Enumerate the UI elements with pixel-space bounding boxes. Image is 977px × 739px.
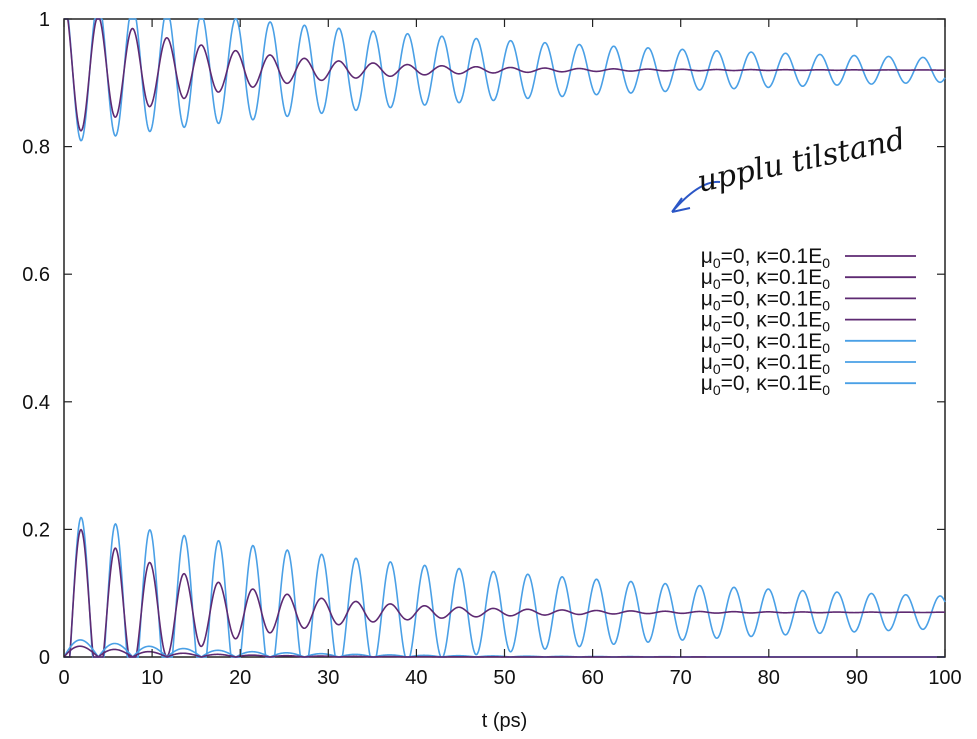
series-line-lower <box>64 516 946 658</box>
y-tick-label: 0.2 <box>22 519 50 541</box>
x-tick-label: 30 <box>317 667 339 689</box>
y-tick-label: 0.6 <box>22 264 50 286</box>
legend-label: μ0=0, κ=0.1E0 <box>701 287 830 313</box>
legend-entry: μ0=0, κ=0.1E0 <box>701 351 916 377</box>
legend-entry: μ0=0, κ=0.1E0 <box>701 287 916 313</box>
x-tick-label: 70 <box>670 667 692 689</box>
legend-label: μ0=0, κ=0.1E0 <box>701 351 830 377</box>
handwritten-annotation: upplu tilstand <box>671 122 908 213</box>
series-layer <box>63 18 946 658</box>
y-tick-labels: 0 0.2 0.4 0.6 0.8 1 <box>22 9 50 669</box>
annotation-text: upplu tilstand <box>694 122 908 200</box>
series-line-lower <box>64 528 946 658</box>
x-axis-label: t (ps) <box>482 710 528 732</box>
x-tick-label: 80 <box>758 667 780 689</box>
ticks-layer <box>63 18 946 658</box>
legend-entry: μ0=0, κ=0.1E0 <box>701 330 916 356</box>
legend-label: μ0=0, κ=0.1E0 <box>701 330 830 356</box>
y-tick-label: 1 <box>39 9 50 31</box>
x-tick-label: 50 <box>493 667 515 689</box>
y-tick-label: 0.4 <box>22 392 50 414</box>
y-tick-label: 0.8 <box>22 137 50 159</box>
legend-entry: μ0=0, κ=0.1E0 <box>701 266 916 292</box>
x-tick-labels: 0 10 20 30 40 50 60 70 80 90 100 <box>58 667 961 689</box>
legend-entry: μ0=0, κ=0.1E0 <box>701 309 916 335</box>
x-tick-label: 0 <box>58 667 69 689</box>
legend-label: μ0=0, κ=0.1E0 <box>701 266 830 292</box>
legend-label: μ0=0, κ=0.1E0 <box>701 372 830 398</box>
x-tick-label: 10 <box>141 667 163 689</box>
y-tick-label: 0 <box>39 647 50 669</box>
x-tick-label: 40 <box>405 667 427 689</box>
annotation-arrow <box>671 180 721 213</box>
x-tick-label: 90 <box>846 667 868 689</box>
x-tick-label: 20 <box>229 667 251 689</box>
series-line-upper <box>64 18 946 142</box>
x-tick-label: 100 <box>928 667 961 689</box>
x-tick-label: 60 <box>581 667 603 689</box>
legend-entry: μ0=0, κ=0.1E0 <box>701 245 916 271</box>
legend-label: μ0=0, κ=0.1E0 <box>701 245 830 271</box>
series-line-upper <box>64 18 945 132</box>
legend-label: μ0=0, κ=0.1E0 <box>701 309 830 335</box>
legend-entry: μ0=0, κ=0.1E0 <box>701 372 916 398</box>
